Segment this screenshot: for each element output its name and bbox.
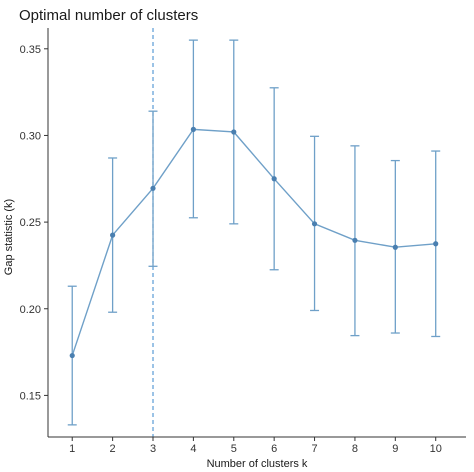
data-point: [433, 241, 439, 247]
y-tick-label: 0.20: [20, 304, 41, 316]
data-point: [110, 232, 116, 238]
x-tick-label: 1: [69, 443, 75, 455]
x-tick-label: 4: [190, 443, 196, 455]
x-tick-label: 8: [352, 443, 358, 455]
data-point: [352, 237, 358, 243]
x-tick-label: 7: [311, 443, 317, 455]
gap-series-line: [71, 128, 436, 356]
y-tick-label: 0.25: [20, 217, 41, 229]
data-point: [271, 176, 277, 182]
data-point: [190, 126, 196, 132]
data-point: [69, 352, 75, 359]
plot-area: [67, 28, 441, 437]
x-tick-label: 2: [110, 443, 116, 455]
data-point: [150, 185, 156, 191]
chart-title: Optimal number of clusters: [19, 7, 198, 24]
y-tick-label: 0.35: [20, 44, 41, 56]
x-tick-label: 5: [231, 443, 237, 455]
axes: [47, 28, 466, 438]
y-tick-label: 0.30: [20, 130, 41, 142]
data-point: [311, 221, 318, 227]
x-axis-label: Number of clusters k: [207, 458, 308, 470]
y-axis-label: Gap statistic (k): [3, 199, 15, 275]
y-tick-label: 0.15: [20, 390, 41, 402]
x-tick-label: 6: [271, 443, 277, 455]
ticks: 0.15 0.20 0.25 0.30 0.35 1 2 3 4 5 6 7 8 9 10: [20, 44, 442, 455]
x-tick-label: 3: [150, 443, 156, 455]
x-tick-label: 9: [392, 443, 398, 455]
data-point: [392, 244, 398, 250]
data-point: [231, 129, 237, 135]
x-tick-label: 10: [430, 443, 442, 455]
